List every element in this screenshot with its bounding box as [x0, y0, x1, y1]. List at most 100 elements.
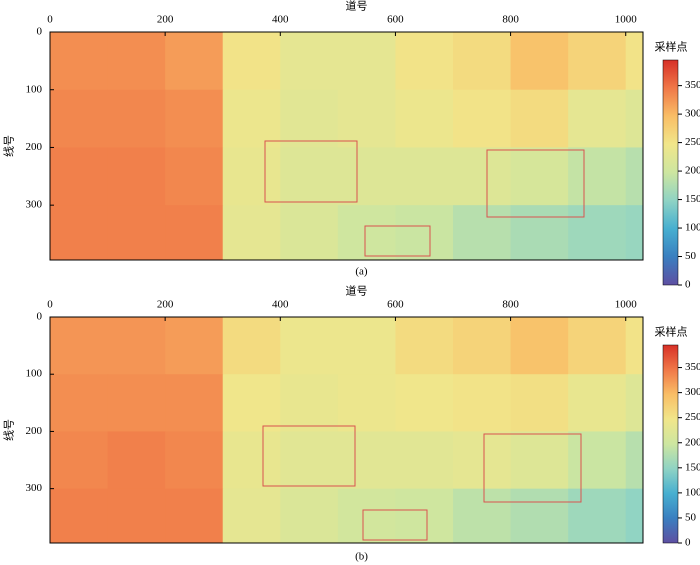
y-tick-label: 200 — [26, 141, 43, 153]
heatmap-cell — [165, 317, 224, 375]
heatmap-cell — [453, 488, 512, 544]
heatmap-cell — [395, 374, 454, 432]
y-axis-label: 线号 — [2, 419, 16, 441]
heatmap-cell — [222, 374, 281, 432]
colorbar-tick-label: 200 — [685, 165, 700, 177]
heatmap-cell — [453, 431, 512, 490]
x-tick-label: 800 — [502, 299, 519, 311]
heatmap-cell — [395, 488, 454, 544]
x-tick-label: 0 — [47, 14, 53, 26]
y-axis-label: 线号 — [2, 135, 16, 157]
heatmap-cell — [107, 488, 166, 544]
heatmap-cell — [222, 488, 281, 544]
heatmap-cell — [568, 431, 627, 490]
heatmap-cell — [337, 147, 396, 206]
colorbar — [662, 344, 679, 544]
highlight-box — [486, 149, 585, 218]
y-tick-label: 100 — [26, 83, 43, 95]
heatmap-cell — [453, 32, 512, 91]
heatmap-cell — [280, 205, 339, 261]
heatmap-cell — [107, 205, 166, 261]
heatmap-cell — [280, 317, 339, 375]
heatmap-cell — [222, 317, 281, 375]
x-tick-label: 400 — [272, 299, 289, 311]
x-tick-label: 1000 — [615, 14, 638, 26]
heatmap-cell — [337, 32, 396, 91]
heatmap-cell — [50, 205, 109, 261]
highlight-box — [264, 140, 358, 203]
heatmap-cell — [50, 32, 109, 91]
heatmap-cell — [280, 488, 339, 544]
colorbar-tick-label: 50 — [685, 511, 697, 523]
colorbar-tick-label: 100 — [685, 222, 700, 234]
colorbar-tick-label: 150 — [685, 461, 700, 473]
heatmap-cell — [222, 32, 281, 91]
colorbar-tick-label: 250 — [685, 136, 700, 148]
x-tick-label: 1000 — [615, 299, 638, 311]
x-axis-label: 道号 — [346, 0, 368, 13]
heatmap-cell — [50, 374, 109, 432]
heatmap-cell — [280, 32, 339, 91]
heatmap-cell — [165, 32, 224, 91]
heatmap-cell — [510, 205, 569, 261]
heatmap-cell — [510, 89, 569, 148]
highlight-box — [364, 225, 431, 257]
heatmap-cell — [568, 374, 627, 432]
colorbar-tick-label: 350 — [685, 361, 700, 373]
heatmap-cell — [222, 89, 281, 148]
plot-frame — [49, 31, 644, 261]
heatmap-cell — [107, 147, 166, 206]
colorbar-tick-label: 300 — [685, 386, 700, 398]
colorbar-label: 采样点 — [655, 325, 688, 339]
x-tick-label: 600 — [387, 14, 404, 26]
heatmap-cell — [337, 205, 396, 261]
heatmap-cell — [280, 147, 339, 206]
colorbar — [662, 59, 679, 286]
heatmap-cell — [165, 89, 224, 148]
x-tick-label: 600 — [387, 299, 404, 311]
x-tick-label: 400 — [272, 14, 289, 26]
y-tick-label: 0 — [37, 26, 43, 38]
heatmap-cell — [107, 32, 166, 91]
heatmap-cell — [107, 374, 166, 432]
heatmap-cell — [625, 89, 644, 148]
heatmap-cell — [165, 374, 224, 432]
caption: (a) — [355, 266, 368, 278]
colorbar-tick-label: 150 — [685, 193, 700, 205]
colorbar-label: 采样点 — [655, 40, 688, 54]
heatmap-cell — [50, 317, 109, 375]
heatmap-cell — [50, 89, 109, 148]
heatmap-cell — [107, 431, 166, 490]
heatmap-cell — [510, 488, 569, 544]
heatmap-cell — [625, 32, 644, 91]
heatmap-cell — [107, 89, 166, 148]
heatmap-cell — [395, 205, 454, 261]
heatmap-cell — [165, 147, 224, 206]
heatmap-cell — [453, 89, 512, 148]
colorbar-tick-label: 100 — [685, 486, 700, 498]
colorbar-tick-label: 300 — [685, 108, 700, 120]
heatmap-cell — [50, 147, 109, 206]
heatmap-cell — [453, 374, 512, 432]
heatmap-cell — [625, 488, 644, 544]
heatmap-cell — [625, 317, 644, 375]
heatmap-cell — [568, 89, 627, 148]
heatmap-cell — [625, 147, 644, 206]
heatmap-cell — [337, 89, 396, 148]
heatmap-cell — [510, 147, 569, 206]
x-tick-label: 200 — [157, 14, 174, 26]
y-tick-label: 300 — [26, 199, 43, 211]
heatmap-cell — [568, 205, 627, 261]
heatmap-cell — [395, 431, 454, 490]
heatmap-cell — [337, 431, 396, 490]
heatmap-cell — [510, 374, 569, 432]
heatmap-cell — [510, 32, 569, 91]
heatmap-cell — [453, 317, 512, 375]
heatmap-cell — [107, 317, 166, 375]
heatmap-cell — [453, 147, 512, 206]
colorbar-tick-label: 350 — [685, 79, 700, 91]
heatmap-cell — [625, 374, 644, 432]
heatmap-cell — [280, 374, 339, 432]
x-tick-label: 800 — [502, 14, 519, 26]
heatmap-cell — [395, 89, 454, 148]
